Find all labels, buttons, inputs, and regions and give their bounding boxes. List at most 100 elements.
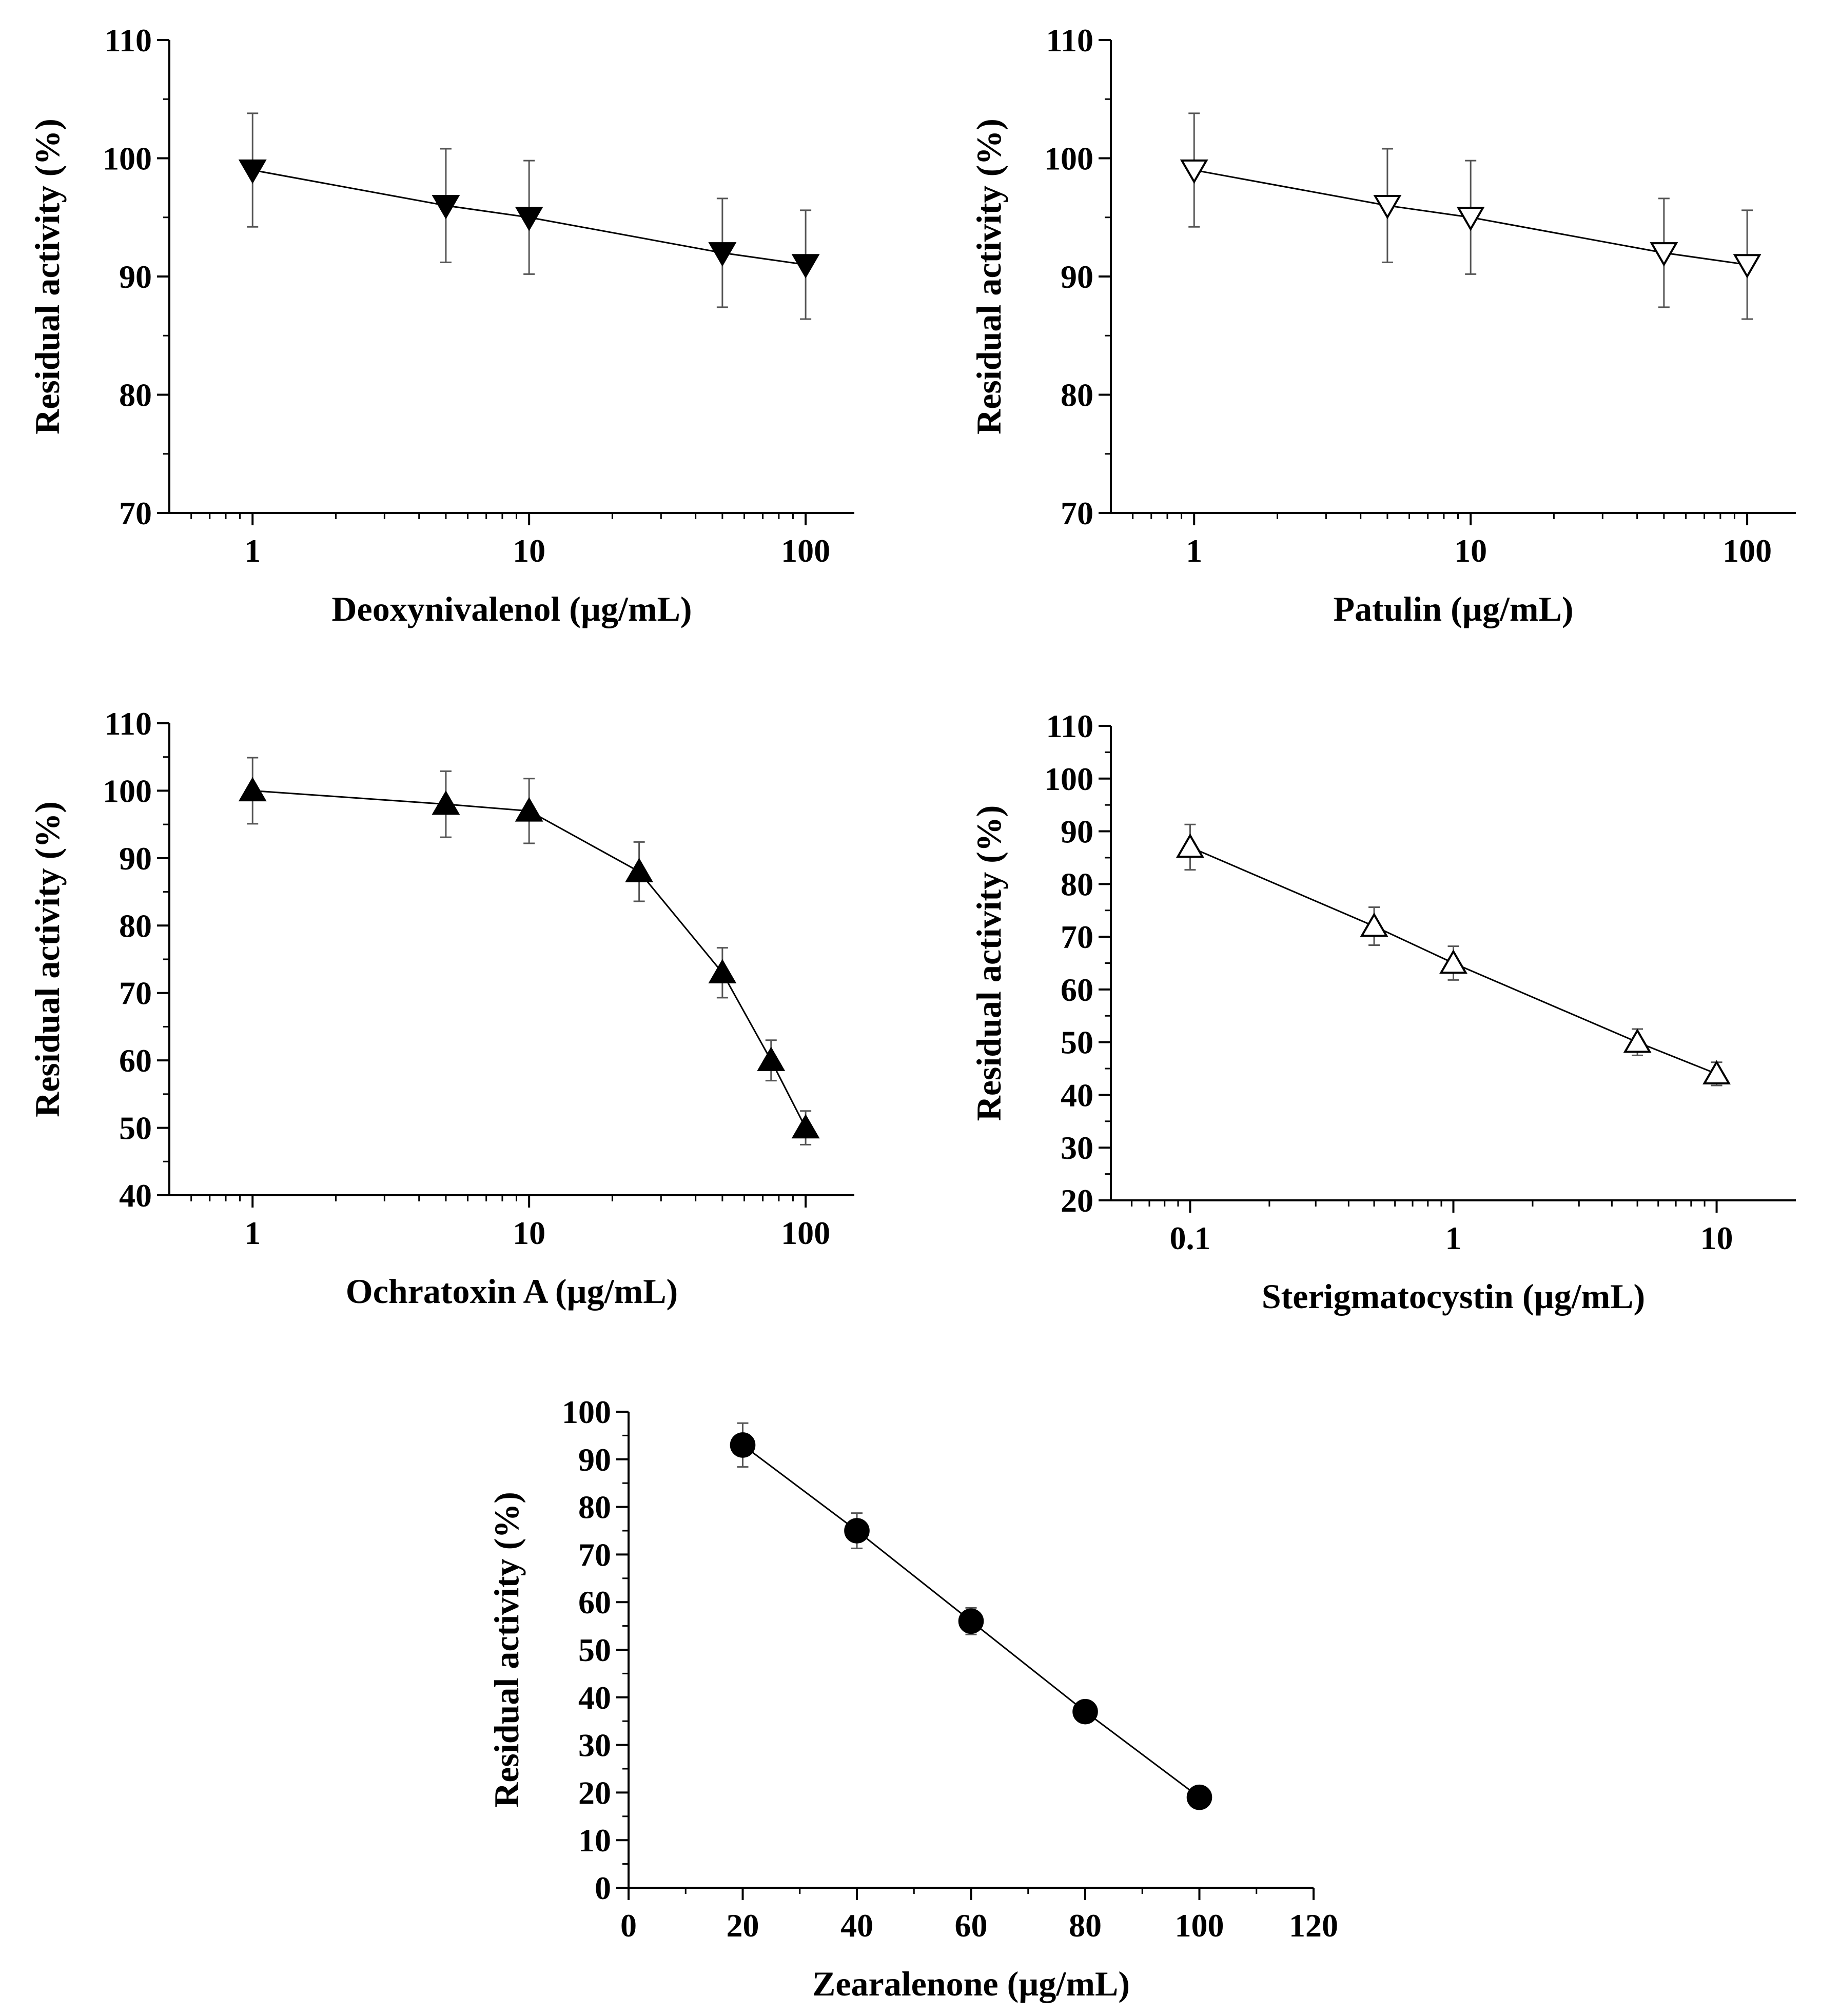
y-tick-label: 60 [1061, 972, 1093, 1008]
y-axis-title: Residual activity (%) [969, 118, 1008, 434]
y-tick-label: 50 [578, 1632, 611, 1668]
series-zearalenone [730, 1422, 1212, 1810]
y-tick-label: 80 [119, 377, 152, 413]
x-tick-label: 10 [1700, 1220, 1733, 1256]
x-tick-label: 80 [1069, 1907, 1102, 1944]
y-tick-label: 70 [1061, 919, 1093, 955]
x-tick-label: 100 [781, 1215, 830, 1251]
data-point [515, 797, 543, 822]
data-point [1623, 1028, 1652, 1053]
y-tick-label: 70 [119, 975, 152, 1012]
data-point [515, 207, 543, 231]
x-tick-label: 20 [727, 1907, 759, 1944]
x-axis-title: Deoxynivalenol (µg/mL) [331, 589, 692, 628]
x-tick-label: 1 [244, 1215, 261, 1251]
y-axis-title: Residual activity (%) [28, 801, 67, 1117]
data-point [1186, 1784, 1212, 1810]
series-patulin [1180, 112, 1761, 320]
y-tick-label: 60 [119, 1042, 152, 1079]
y-tick-label: 50 [119, 1110, 152, 1147]
y-tick-label: 90 [119, 259, 152, 295]
y-tick-label: 40 [119, 1177, 152, 1214]
y-tick-label: 90 [1061, 259, 1093, 295]
data-point [791, 1114, 820, 1139]
y-tick-label: 100 [103, 141, 152, 177]
y-tick-label: 100 [1044, 761, 1093, 797]
y-tick-label: 60 [578, 1584, 611, 1620]
x-tick-label: 60 [955, 1907, 988, 1944]
x-tick-label: 10 [513, 1215, 545, 1251]
y-axis-title: Residual activity (%) [969, 805, 1008, 1121]
x-axis-title: Ochratoxin A (µg/mL) [346, 1272, 678, 1311]
data-point [1702, 1060, 1731, 1085]
y-tick-label: 110 [105, 22, 152, 58]
y-tick-label: 90 [119, 840, 152, 877]
x-tick-label: 40 [840, 1907, 873, 1944]
x-tick-label: 100 [1722, 532, 1772, 569]
y-tick-label: 100 [562, 1394, 611, 1430]
y-tick-label: 80 [1061, 866, 1093, 902]
x-axis-title: Zearalenone (µg/mL) [812, 1964, 1130, 2003]
data-point [844, 1518, 870, 1544]
data-point [958, 1608, 984, 1634]
x-tick-label: 1 [244, 532, 261, 569]
y-tick-label: 100 [103, 773, 152, 809]
data-point [1180, 159, 1208, 184]
y-tick-label: 70 [578, 1536, 611, 1573]
data-point [1456, 207, 1485, 231]
x-tick-label: 100 [1175, 1907, 1224, 1944]
data-point [708, 242, 737, 267]
data-point [1373, 194, 1402, 220]
y-tick-label: 20 [578, 1774, 611, 1811]
y-tick-label: 80 [1061, 377, 1093, 413]
data-point [1650, 242, 1678, 267]
y-axis-title: Residual activity (%) [487, 1492, 526, 1808]
data-point [1072, 1698, 1098, 1725]
y-tick-label: 30 [1061, 1130, 1093, 1166]
x-tick-label: 1 [1445, 1220, 1462, 1256]
y-tick-label: 110 [105, 705, 152, 742]
x-tick-label: 0.1 [1169, 1220, 1210, 1256]
chart-zearalenone: 0 10 20 30 40 50 60 70 80 90 100 0 20 40 60 80 100 120 Zea… [487, 1394, 1338, 2003]
data-point [791, 254, 820, 279]
data-point [238, 777, 267, 802]
y-tick-label: 20 [1061, 1182, 1093, 1219]
y-tick-label: 100 [1044, 141, 1093, 177]
y-tick-label: 0 [595, 1870, 611, 1906]
x-axis-title: Sterigmatocystin (µg/mL) [1262, 1277, 1645, 1316]
x-tick-label: 10 [1454, 532, 1487, 569]
y-tick-label: 80 [578, 1489, 611, 1526]
data-point [730, 1432, 756, 1458]
y-axis-title: Residual activity (%) [28, 118, 67, 434]
y-tick-label: 80 [119, 907, 152, 944]
y-tick-label: 10 [578, 1822, 611, 1859]
x-tick-label: 0 [620, 1907, 637, 1944]
data-point [708, 959, 737, 984]
y-tick-label: 40 [578, 1679, 611, 1716]
x-tick-label: 10 [513, 532, 545, 569]
y-tick-label: 110 [1046, 708, 1093, 744]
data-point [757, 1046, 786, 1071]
y-tick-label: 50 [1061, 1024, 1093, 1061]
data-point [1176, 833, 1204, 858]
data-point [1733, 254, 1761, 279]
x-tick-label: 120 [1289, 1907, 1338, 1944]
y-tick-label: 70 [1061, 495, 1093, 531]
x-tick-label: 1 [1186, 532, 1202, 569]
y-tick-label: 70 [119, 495, 152, 531]
y-tick-label: 30 [578, 1727, 611, 1764]
y-tick-label: 90 [578, 1441, 611, 1478]
data-point [625, 858, 654, 882]
y-tick-label: 90 [1061, 814, 1093, 850]
y-tick-label: 40 [1061, 1077, 1093, 1113]
series-sterigmatocystin [1176, 823, 1731, 1086]
data-point [1439, 949, 1467, 974]
series-deoxynivalenol [238, 112, 820, 320]
series-ochratoxin-a [238, 757, 820, 1145]
